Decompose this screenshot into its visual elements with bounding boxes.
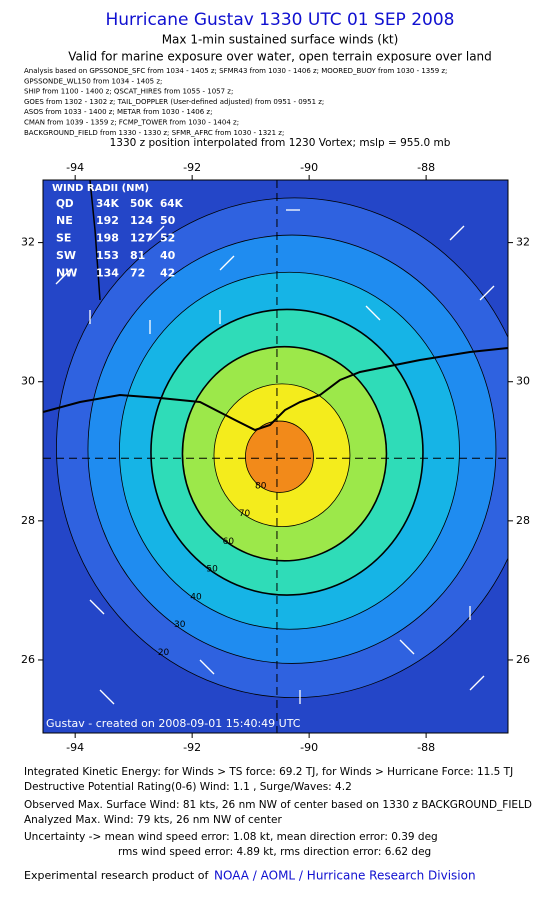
analyzed: Analyzed Max. Wind: 79 kts, 26 nm NW of … [24,814,282,826]
uncertainty: rms wind speed error: 4.89 kt, rms direc… [118,846,431,858]
wind-arrow [365,305,381,321]
link[interactable]: NOAA / AOML / Hurricane Research Divisio… [214,869,476,883]
radii-cell: SE [56,232,71,245]
radii-cell: 72 [130,267,145,280]
contour-label: 80 [255,481,267,491]
wind-arrow [199,659,215,675]
position-note: 1330 z position interpolated from 1230 V… [110,137,451,149]
analysis-line: GPSSONDE_WL150 from 1034 - 1405 z; [24,77,162,85]
analysis-line: CMAN from 1039 - 1359 z; FCMP_TOWER from… [24,119,239,127]
y-tick-label: 28 [21,514,35,527]
x-tick-label: -92 [183,741,201,754]
radii-cell: 153 [96,249,119,262]
dpr: Destructive Potential Rating(0-6) Wind: … [24,781,352,793]
coastline [43,347,508,432]
radii-cell: 42 [160,267,175,280]
radii-cell: 40 [160,249,176,262]
wind-arrow [219,255,235,271]
wind-contour [245,420,314,493]
wind-arrow [449,225,465,241]
radii-cell: NW [56,267,77,280]
analysis-line: ASOS from 1033 - 1400 z; METAR from 1030… [24,108,212,116]
radii-cell: SW [56,249,76,262]
radii-cell: 127 [130,232,153,245]
wind-arrow [479,285,495,301]
radii-cell: 52 [160,232,175,245]
wind-arrow [99,689,115,705]
radii-cell: 198 [96,232,119,245]
radii-title: WIND RADII (NM) [52,183,149,194]
x-tick-label: -92 [183,161,201,174]
subtitle: Max 1-min sustained surface winds (kt) [162,33,399,47]
radii-cell: 81 [130,249,145,262]
radii-header: 34K [96,198,120,210]
y-tick-label: 32 [516,236,530,249]
observed: Observed Max. Surface Wind: 81 kts, 26 n… [24,799,532,811]
validity: Valid for marine exposure over water, op… [68,50,492,64]
contour-label: 60 [223,537,235,547]
contour-label: 20 [158,648,170,658]
radii-cell: 124 [130,214,153,227]
radii-header: 50K [130,198,154,210]
radii-cell: NE [56,214,73,227]
overlay: Hurricane Gustav 1330 UTC 01 SEP 2008 Max… [21,10,532,883]
credit: Gustav - created on 2008-09-01 15:40:49 … [46,717,301,730]
contour-label: 50 [206,565,218,575]
contour-label: 70 [239,509,251,519]
y-tick-label: 26 [21,653,35,666]
y-tick-label: 28 [516,514,530,527]
analysis-line: SHIP from 1100 - 1400 z; QSCAT_HIRES fro… [24,88,233,96]
analysis-line: BACKGROUND_FIELD from 1330 - 1330 z; SFM… [24,129,284,137]
radii-header: QD [56,198,74,210]
y-tick-label: 32 [21,236,35,249]
map: 20 30 40 50 60 70 80 [43,180,508,733]
x-tick-label: -88 [417,741,435,754]
map-frame [42,179,509,734]
wind-arrow [149,225,165,241]
wind-arrow [55,269,71,285]
radii-cell: 192 [96,214,119,227]
analysis-line: GOES from 1302 - 1302 z; TAIL_DOPPLER (U… [24,98,324,106]
ike: Integrated Kinetic Energy: for Winds > T… [24,766,513,778]
wind-arrow [89,599,105,615]
x-tick-label: -94 [66,741,84,754]
analysis-line: Analysis based on GPSSONDE_SFC from 1034… [24,67,447,75]
radii-cell: 50 [160,214,176,227]
radii-header: 64K [160,198,184,210]
radii-cell: 134 [96,267,119,280]
x-tick-label: -88 [417,161,435,174]
x-tick-label: -94 [66,161,84,174]
uncertainty: Uncertainty -> mean wind speed error: 1.… [24,831,438,843]
contour-label: 30 [174,620,186,630]
y-tick-label: 26 [516,653,530,666]
coastline [89,180,101,301]
y-tick-label: 30 [516,375,530,388]
title: Hurricane Gustav 1330 UTC 01 SEP 2008 [106,10,455,30]
wind-arrow [399,639,415,655]
y-tick-label: 30 [21,375,35,388]
x-tick-label: -90 [300,741,318,754]
wind-arrow [469,675,485,691]
x-tick-label: -90 [300,161,318,174]
product: Experimental research product of [24,869,209,882]
contour-label: 40 [190,592,202,602]
